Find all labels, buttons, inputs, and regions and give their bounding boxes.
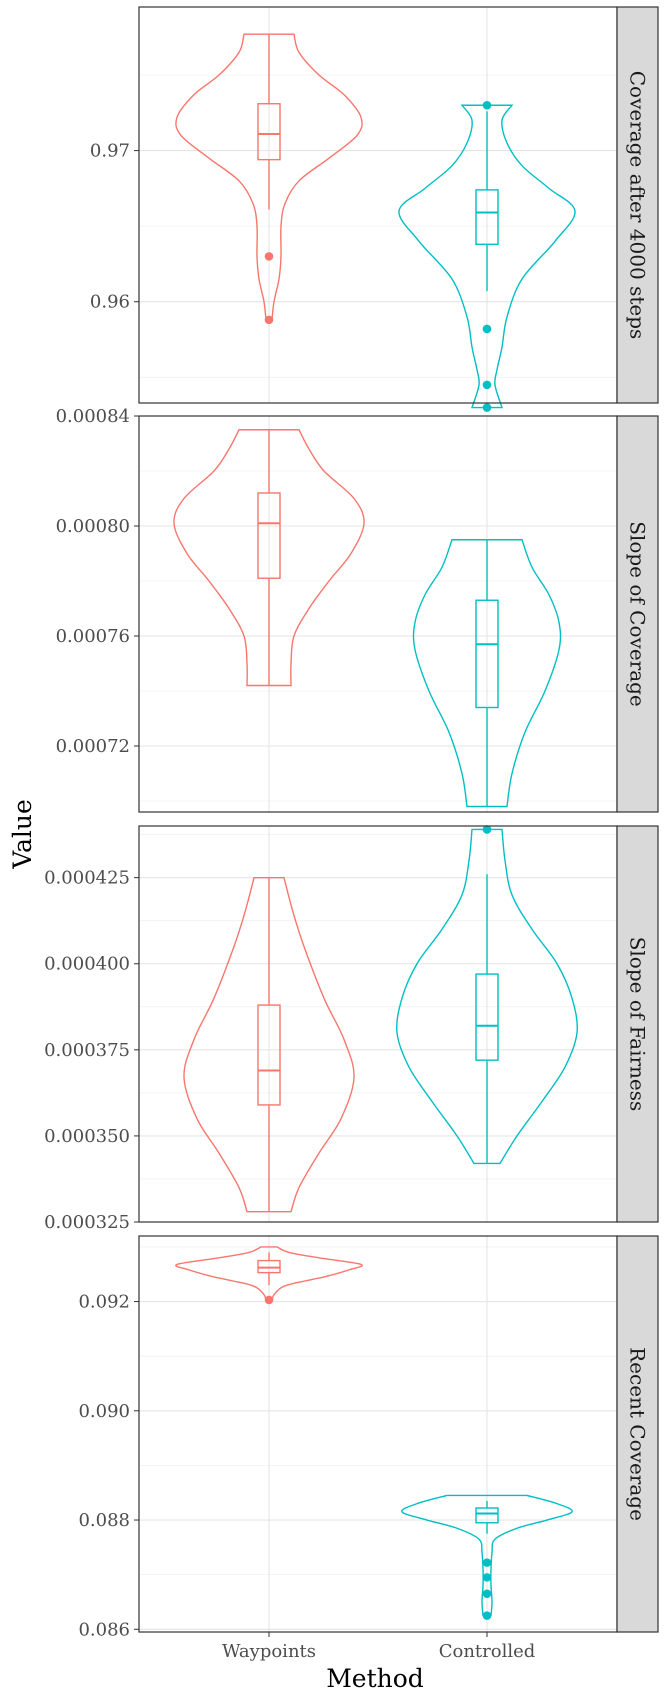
facet-strip bbox=[616, 6, 659, 404]
facet-strip bbox=[616, 415, 659, 813]
x-axis: Waypoints Controlled bbox=[222, 1632, 535, 1662]
y-tick-label: 0.97 bbox=[90, 141, 130, 162]
panel-3: 0.000325 0.000350 0.000375 0.000400 0.000425… bbox=[44, 825, 659, 1233]
outlier-point bbox=[482, 825, 492, 834]
y-tick-label: 0.96 bbox=[90, 292, 130, 313]
violin-group-controlled bbox=[412, 539, 562, 808]
violin-group-waypoints bbox=[173, 429, 365, 687]
iqr-box bbox=[257, 1259, 281, 1274]
outlier-point bbox=[482, 1611, 492, 1620]
iqr-box bbox=[475, 189, 499, 245]
outlier-point bbox=[482, 1573, 492, 1582]
violin-group-waypoints bbox=[175, 1246, 363, 1305]
violin-group-controlled bbox=[401, 1494, 573, 1620]
iqr-box bbox=[257, 103, 281, 161]
facet-strip bbox=[616, 1235, 659, 1633]
iqr-box bbox=[257, 492, 281, 579]
violin-outline bbox=[183, 876, 355, 1213]
violin-outline bbox=[175, 1246, 363, 1301]
violin-outline bbox=[175, 33, 363, 321]
outlier-point bbox=[482, 1589, 492, 1599]
y-tick-label: 0.000400 bbox=[44, 954, 130, 975]
y-tick-label: 0.088 bbox=[78, 1510, 130, 1531]
panel-background bbox=[139, 826, 617, 1222]
iqr-box bbox=[475, 973, 499, 1061]
panels-layer: 0.96 0.97 Coverage after 4000 steps 0.00072… bbox=[44, 6, 659, 1662]
facet-strip-label: Recent Coverage bbox=[626, 1347, 650, 1521]
outlier-point bbox=[264, 252, 274, 261]
facet-strip bbox=[616, 825, 659, 1223]
facet-strip-label: Slope of Coverage bbox=[626, 521, 650, 707]
y-tick-label: 0.00080 bbox=[56, 516, 130, 537]
facet-strip-label: Coverage after 4000 steps bbox=[626, 71, 650, 340]
y-tick-label: 0.00084 bbox=[56, 406, 130, 427]
iqr-box bbox=[475, 599, 499, 709]
y-tick-label: 0.000325 bbox=[44, 1212, 130, 1233]
y-tick-label: 0.090 bbox=[78, 1401, 130, 1422]
violin-outline bbox=[396, 828, 578, 1165]
violin-group-waypoints bbox=[175, 33, 363, 325]
outlier-point bbox=[482, 100, 492, 110]
outlier-point bbox=[264, 1295, 274, 1305]
panel-background bbox=[139, 1236, 617, 1632]
y-tick-label: 0.000375 bbox=[44, 1040, 130, 1061]
panel-1: 0.96 0.97 Coverage after 4000 steps bbox=[90, 6, 659, 412]
outlier-point bbox=[482, 380, 492, 390]
panel-4: 0.086 0.088 0.090 0.092 Recent Coverage bbox=[78, 1235, 659, 1640]
outlier-point bbox=[482, 403, 492, 412]
violin-group-waypoints bbox=[183, 876, 355, 1213]
outlier-point bbox=[264, 315, 274, 325]
y-tick-label: 0.000425 bbox=[44, 868, 130, 889]
violin-outline bbox=[401, 1494, 573, 1617]
outlier-point bbox=[482, 324, 492, 334]
x-tick-label-controlled: Controlled bbox=[439, 1641, 536, 1662]
violin-outline bbox=[173, 429, 365, 687]
panel-2: 0.00072 0.00076 0.00080 0.00084 Slope of Cov… bbox=[56, 406, 659, 813]
iqr-box bbox=[475, 1507, 499, 1524]
y-axis-title: Value bbox=[8, 799, 37, 870]
violin-outline bbox=[398, 104, 576, 409]
panel-background bbox=[139, 7, 617, 403]
violin-outline bbox=[412, 539, 562, 808]
outlier-point bbox=[482, 1558, 492, 1567]
violin-group-controlled bbox=[398, 100, 576, 412]
x-axis-title: Method bbox=[326, 1664, 424, 1693]
y-tick-label: 0.00072 bbox=[56, 736, 130, 757]
y-tick-label: 0.086 bbox=[78, 1619, 130, 1640]
y-tick-label: 0.092 bbox=[78, 1292, 130, 1313]
x-tick-label-waypoints: Waypoints bbox=[222, 1641, 316, 1662]
iqr-box bbox=[257, 1004, 281, 1106]
panel-background bbox=[139, 416, 617, 812]
y-tick-label: 0.000350 bbox=[44, 1126, 130, 1147]
facet-strip-label: Slope of Fairness bbox=[626, 937, 650, 1112]
violin-group-controlled bbox=[396, 825, 578, 1165]
y-tick-label: 0.00076 bbox=[56, 626, 130, 647]
